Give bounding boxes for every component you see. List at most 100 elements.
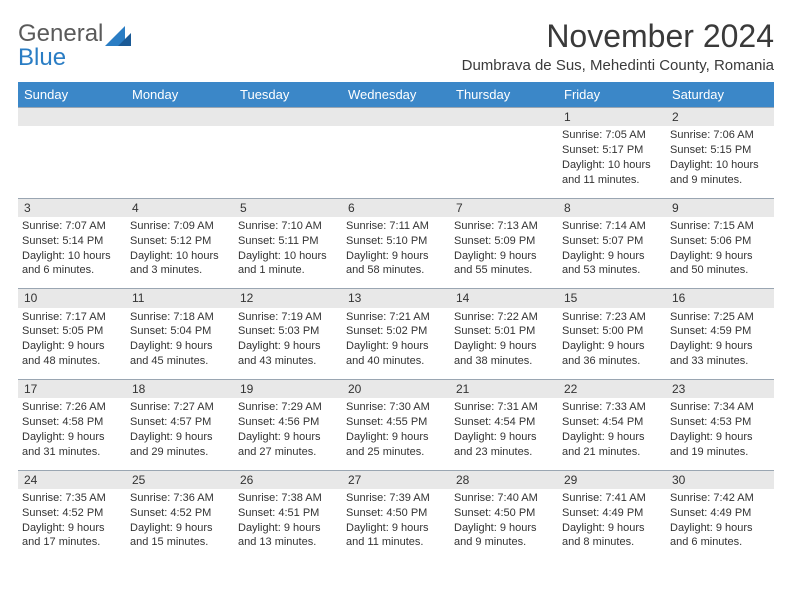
daylight-text: and 33 minutes. bbox=[670, 354, 770, 369]
daylight-text: and 11 minutes. bbox=[562, 173, 662, 188]
daylight-text: and 9 minutes. bbox=[670, 173, 770, 188]
day-detail-cell: Sunrise: 7:21 AMSunset: 5:02 PMDaylight:… bbox=[342, 308, 450, 380]
day-number-cell: 19 bbox=[234, 380, 342, 399]
daylight-text: Daylight: 9 hours bbox=[562, 430, 662, 445]
day-detail-cell: Sunrise: 7:05 AMSunset: 5:17 PMDaylight:… bbox=[558, 126, 666, 198]
day-number-cell: 20 bbox=[342, 380, 450, 399]
daylight-text: and 9 minutes. bbox=[454, 535, 554, 550]
daylight-text: Daylight: 9 hours bbox=[562, 249, 662, 264]
daylight-text: Daylight: 9 hours bbox=[454, 521, 554, 536]
daylight-text: and 53 minutes. bbox=[562, 263, 662, 278]
daylight-text: and 6 minutes. bbox=[22, 263, 122, 278]
day-number-cell: 28 bbox=[450, 470, 558, 489]
day-header: Wednesday bbox=[342, 82, 450, 108]
day-detail-cell: Sunrise: 7:42 AMSunset: 4:49 PMDaylight:… bbox=[666, 489, 774, 561]
daylight-text: Daylight: 9 hours bbox=[670, 249, 770, 264]
sunset-text: Sunset: 4:52 PM bbox=[22, 506, 122, 521]
month-title: November 2024 bbox=[462, 18, 774, 55]
day-number-cell: 15 bbox=[558, 289, 666, 308]
sunrise-text: Sunrise: 7:40 AM bbox=[454, 491, 554, 506]
day-number-cell: 18 bbox=[126, 380, 234, 399]
day-detail-cell: Sunrise: 7:30 AMSunset: 4:55 PMDaylight:… bbox=[342, 398, 450, 470]
day-number-cell: 29 bbox=[558, 470, 666, 489]
day-number-cell: 8 bbox=[558, 198, 666, 217]
daylight-text: Daylight: 9 hours bbox=[670, 430, 770, 445]
day-number-cell: 10 bbox=[18, 289, 126, 308]
daylight-text: and 38 minutes. bbox=[454, 354, 554, 369]
day-number-cell: 14 bbox=[450, 289, 558, 308]
sunset-text: Sunset: 4:59 PM bbox=[670, 324, 770, 339]
sunrise-text: Sunrise: 7:07 AM bbox=[22, 219, 122, 234]
sunset-text: Sunset: 5:05 PM bbox=[22, 324, 122, 339]
day-number-cell bbox=[450, 108, 558, 127]
day-number-row: 17181920212223 bbox=[18, 380, 774, 399]
sunset-text: Sunset: 5:02 PM bbox=[346, 324, 446, 339]
daylight-text: Daylight: 9 hours bbox=[22, 430, 122, 445]
sunrise-text: Sunrise: 7:42 AM bbox=[670, 491, 770, 506]
sunset-text: Sunset: 5:00 PM bbox=[562, 324, 662, 339]
daylight-text: Daylight: 9 hours bbox=[346, 339, 446, 354]
sunrise-text: Sunrise: 7:21 AM bbox=[346, 310, 446, 325]
daylight-text: Daylight: 9 hours bbox=[346, 249, 446, 264]
day-detail-row: Sunrise: 7:17 AMSunset: 5:05 PMDaylight:… bbox=[18, 308, 774, 380]
day-number-cell: 23 bbox=[666, 380, 774, 399]
daylight-text: and 19 minutes. bbox=[670, 445, 770, 460]
day-detail-row: Sunrise: 7:05 AMSunset: 5:17 PMDaylight:… bbox=[18, 126, 774, 198]
daylight-text: Daylight: 10 hours bbox=[22, 249, 122, 264]
daylight-text: Daylight: 9 hours bbox=[346, 430, 446, 445]
day-detail-cell: Sunrise: 7:14 AMSunset: 5:07 PMDaylight:… bbox=[558, 217, 666, 289]
day-detail-row: Sunrise: 7:26 AMSunset: 4:58 PMDaylight:… bbox=[18, 398, 774, 470]
sunrise-text: Sunrise: 7:18 AM bbox=[130, 310, 230, 325]
day-detail-cell: Sunrise: 7:25 AMSunset: 4:59 PMDaylight:… bbox=[666, 308, 774, 380]
day-number-cell: 6 bbox=[342, 198, 450, 217]
daylight-text: and 55 minutes. bbox=[454, 263, 554, 278]
sunset-text: Sunset: 4:56 PM bbox=[238, 415, 338, 430]
sunrise-text: Sunrise: 7:27 AM bbox=[130, 400, 230, 415]
day-detail-cell: Sunrise: 7:09 AMSunset: 5:12 PMDaylight:… bbox=[126, 217, 234, 289]
logo-triangle-icon bbox=[105, 24, 133, 50]
sunset-text: Sunset: 4:51 PM bbox=[238, 506, 338, 521]
logo-blue: Blue bbox=[18, 44, 66, 71]
daylight-text: Daylight: 10 hours bbox=[130, 249, 230, 264]
day-header-row: Sunday Monday Tuesday Wednesday Thursday… bbox=[18, 82, 774, 108]
day-detail-cell: Sunrise: 7:13 AMSunset: 5:09 PMDaylight:… bbox=[450, 217, 558, 289]
daylight-text: and 40 minutes. bbox=[346, 354, 446, 369]
title-block: November 2024 Dumbrava de Sus, Mehedinti… bbox=[462, 18, 774, 74]
day-detail-cell: Sunrise: 7:22 AMSunset: 5:01 PMDaylight:… bbox=[450, 308, 558, 380]
day-number-row: 24252627282930 bbox=[18, 470, 774, 489]
daylight-text: and 50 minutes. bbox=[670, 263, 770, 278]
day-number-cell: 1 bbox=[558, 108, 666, 127]
daylight-text: Daylight: 10 hours bbox=[562, 158, 662, 173]
sunrise-text: Sunrise: 7:35 AM bbox=[22, 491, 122, 506]
daylight-text: and 11 minutes. bbox=[346, 535, 446, 550]
day-detail-cell: Sunrise: 7:19 AMSunset: 5:03 PMDaylight:… bbox=[234, 308, 342, 380]
day-number-row: 10111213141516 bbox=[18, 289, 774, 308]
daylight-text: Daylight: 9 hours bbox=[670, 339, 770, 354]
sunset-text: Sunset: 4:49 PM bbox=[670, 506, 770, 521]
sunset-text: Sunset: 5:03 PM bbox=[238, 324, 338, 339]
sunrise-text: Sunrise: 7:26 AM bbox=[22, 400, 122, 415]
day-number-cell bbox=[126, 108, 234, 127]
daylight-text: Daylight: 9 hours bbox=[238, 521, 338, 536]
day-number-cell: 25 bbox=[126, 470, 234, 489]
day-detail-cell: Sunrise: 7:18 AMSunset: 5:04 PMDaylight:… bbox=[126, 308, 234, 380]
daylight-text: Daylight: 9 hours bbox=[454, 430, 554, 445]
day-detail-cell bbox=[18, 126, 126, 198]
day-detail-cell: Sunrise: 7:07 AMSunset: 5:14 PMDaylight:… bbox=[18, 217, 126, 289]
location: Dumbrava de Sus, Mehedinti County, Roman… bbox=[462, 57, 774, 74]
sunrise-text: Sunrise: 7:05 AM bbox=[562, 128, 662, 143]
day-number-cell: 2 bbox=[666, 108, 774, 127]
sunset-text: Sunset: 5:01 PM bbox=[454, 324, 554, 339]
sunrise-text: Sunrise: 7:13 AM bbox=[454, 219, 554, 234]
day-detail-row: Sunrise: 7:07 AMSunset: 5:14 PMDaylight:… bbox=[18, 217, 774, 289]
day-number-cell: 24 bbox=[18, 470, 126, 489]
sunset-text: Sunset: 4:55 PM bbox=[346, 415, 446, 430]
sunrise-text: Sunrise: 7:06 AM bbox=[670, 128, 770, 143]
daylight-text: and 48 minutes. bbox=[22, 354, 122, 369]
day-detail-cell: Sunrise: 7:31 AMSunset: 4:54 PMDaylight:… bbox=[450, 398, 558, 470]
daylight-text: Daylight: 9 hours bbox=[346, 521, 446, 536]
sunset-text: Sunset: 4:58 PM bbox=[22, 415, 122, 430]
sunset-text: Sunset: 5:04 PM bbox=[130, 324, 230, 339]
day-detail-cell bbox=[234, 126, 342, 198]
day-detail-cell: Sunrise: 7:26 AMSunset: 4:58 PMDaylight:… bbox=[18, 398, 126, 470]
